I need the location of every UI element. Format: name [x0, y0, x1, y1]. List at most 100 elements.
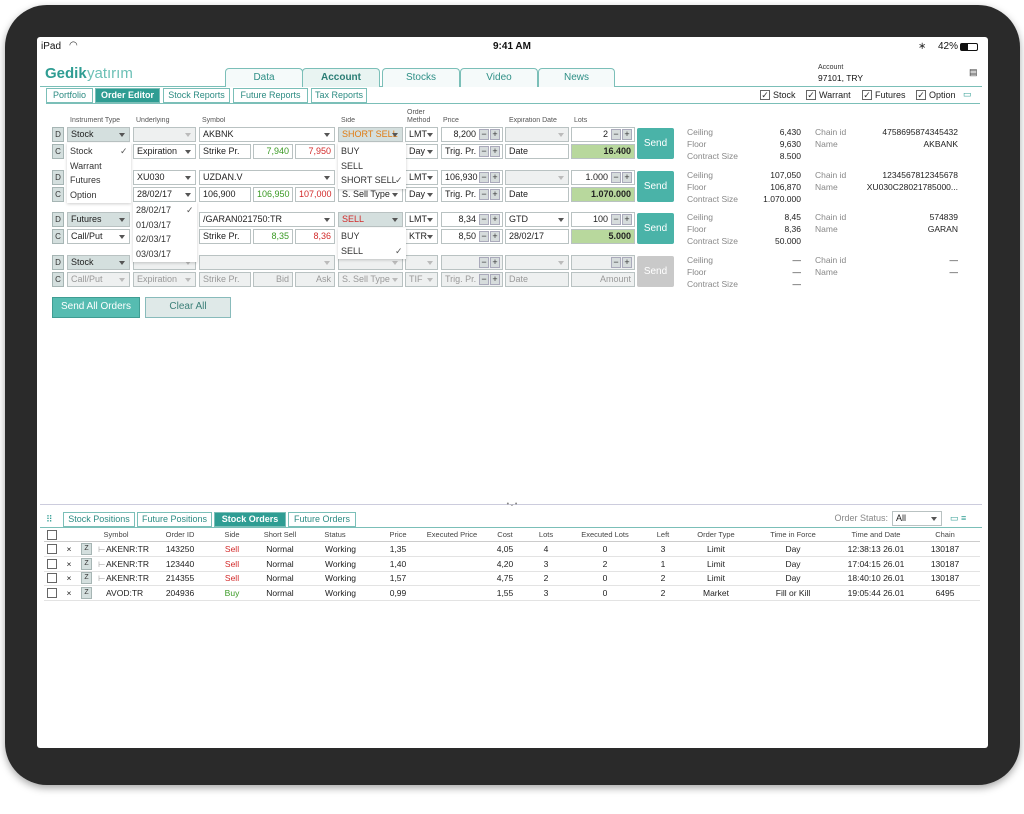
stepper-button[interactable]: −: [479, 257, 489, 268]
dropdown-item[interactable]: 03/03/17: [136, 248, 172, 259]
input-symbol[interactable]: UZDAN.V: [199, 170, 335, 185]
input-bid[interactable]: 7,940: [253, 144, 293, 159]
input-amount[interactable]: 5.000: [571, 229, 635, 244]
input-bid[interactable]: 8,35: [253, 229, 293, 244]
stepper-button[interactable]: +: [622, 214, 632, 225]
filter-label[interactable]: Stock: [773, 90, 796, 100]
input-amount[interactable]: 16.400: [571, 144, 635, 159]
stepper-button[interactable]: +: [490, 129, 500, 140]
stepper-button[interactable]: +: [622, 257, 632, 268]
stepper-button[interactable]: +: [490, 257, 500, 268]
row-badge[interactable]: C: [52, 144, 64, 159]
divider-handle[interactable]: •⌄•: [506, 501, 518, 508]
stepper-button[interactable]: +: [490, 146, 500, 157]
row-checkbox[interactable]: [47, 573, 57, 583]
row-checkbox[interactable]: [47, 587, 57, 598]
input-ask[interactable]: 107,000: [295, 187, 335, 202]
input-date[interactable]: Date: [505, 187, 569, 202]
cancel-icon[interactable]: ×: [66, 587, 72, 598]
status-select[interactable]: All: [892, 511, 942, 526]
input-ask[interactable]: 8,36: [295, 229, 335, 244]
stepper-button[interactable]: +: [490, 231, 500, 242]
input-expiry[interactable]: Expiration: [133, 144, 196, 159]
bottom-tab[interactable]: Future Positions: [137, 512, 212, 527]
input-date[interactable]: Date: [505, 272, 569, 287]
dropdown-item[interactable]: Warrant: [70, 160, 102, 171]
input-strike[interactable]: Strike Pr.: [199, 229, 251, 244]
input-underlying[interactable]: XU030: [133, 170, 196, 185]
send-all-button[interactable]: Send All Orders: [52, 297, 140, 318]
input-sell-type[interactable]: S. Sell Type: [338, 187, 403, 202]
input-option[interactable]: Call/Put: [67, 272, 130, 287]
input-expiration[interactable]: GTD: [505, 212, 569, 227]
cancel-icon[interactable]: ×: [66, 544, 72, 554]
input-underlying[interactable]: [133, 127, 196, 142]
bottom-tab[interactable]: Stock Orders: [214, 512, 286, 527]
filter-checkbox[interactable]: ✓: [760, 90, 770, 100]
dropdown-item[interactable]: Futures: [70, 175, 101, 186]
stepper-button[interactable]: −: [479, 146, 489, 157]
row-badge[interactable]: C: [52, 187, 64, 202]
stepper-button[interactable]: +: [622, 129, 632, 140]
row-checkbox[interactable]: [47, 558, 57, 569]
input-method[interactable]: LMT: [405, 170, 438, 185]
main-tab[interactable]: News: [538, 68, 615, 87]
input-tif[interactable]: Day: [405, 144, 438, 159]
input-tif[interactable]: KTR: [405, 229, 438, 244]
input-type[interactable]: Stock: [67, 255, 130, 270]
input-amount[interactable]: Amount: [571, 272, 635, 287]
input-bid[interactable]: 106,950: [253, 187, 293, 202]
input-tif[interactable]: Day: [405, 187, 438, 202]
send-button[interactable]: Send: [637, 171, 674, 202]
input-date[interactable]: 28/02/17: [505, 229, 569, 244]
filter-label[interactable]: Warrant: [819, 90, 851, 100]
filter-checkbox[interactable]: ✓: [916, 90, 926, 100]
input-ask[interactable]: Ask: [295, 272, 335, 287]
bottom-tab[interactable]: Stock Positions: [63, 512, 135, 527]
dropdown-item[interactable]: Stock: [70, 146, 93, 156]
dropdown-item[interactable]: BUY: [341, 146, 360, 156]
main-tab[interactable]: Account: [302, 68, 380, 87]
input-side[interactable]: SELL: [338, 212, 403, 227]
sub-tab[interactable]: Order Editor: [95, 88, 160, 103]
input-symbol[interactable]: /GARAN021750:TR: [199, 212, 335, 227]
row-badge[interactable]: C: [52, 229, 64, 244]
filter-checkbox[interactable]: ✓: [806, 90, 816, 100]
sub-tab[interactable]: Future Reports: [233, 88, 308, 103]
main-tab[interactable]: Stocks: [382, 68, 460, 87]
bottom-tab[interactable]: Future Orders: [288, 512, 356, 527]
sub-tab[interactable]: Portfolio: [46, 88, 93, 103]
dropdown-item[interactable]: SELL: [341, 160, 364, 171]
input-method[interactable]: LMT: [405, 127, 438, 142]
stepper-button[interactable]: −: [479, 274, 489, 285]
input-expiry[interactable]: Expiration: [133, 272, 196, 287]
video-icon[interactable]: ▭: [963, 89, 972, 99]
stepper-button[interactable]: −: [479, 189, 489, 200]
stepper-button[interactable]: −: [611, 214, 621, 225]
dropdown-item[interactable]: 02/03/17: [136, 234, 172, 245]
dropdown-item[interactable]: Option: [70, 189, 97, 200]
dropdown-item[interactable]: 01/03/17: [136, 219, 172, 230]
row-badge[interactable]: D: [52, 255, 64, 270]
edit-icon[interactable]: Z: [81, 586, 92, 599]
input-bid[interactable]: Bid: [253, 272, 293, 287]
input-type[interactable]: Stock: [67, 127, 130, 142]
input-amount[interactable]: 1.070.000: [571, 187, 635, 202]
input-strike[interactable]: Strike Pr.: [199, 144, 251, 159]
edit-icon[interactable]: Z: [81, 557, 92, 570]
stepper-button[interactable]: +: [490, 274, 500, 285]
input-symbol[interactable]: AKBNK: [199, 127, 335, 142]
stepper-button[interactable]: −: [611, 257, 621, 268]
input-expiration[interactable]: [505, 255, 569, 270]
send-button[interactable]: Send: [637, 128, 674, 159]
stepper-button[interactable]: −: [479, 214, 489, 225]
row-badge[interactable]: C: [52, 272, 64, 287]
stepper-button[interactable]: −: [611, 129, 621, 140]
sub-tab[interactable]: Tax Reports: [311, 88, 367, 103]
filter-label[interactable]: Futures: [875, 90, 906, 100]
stepper-button[interactable]: −: [479, 172, 489, 183]
input-method[interactable]: [405, 255, 438, 270]
stepper-button[interactable]: −: [479, 231, 489, 242]
row-badge[interactable]: D: [52, 170, 64, 185]
cancel-icon[interactable]: ×: [66, 558, 72, 569]
